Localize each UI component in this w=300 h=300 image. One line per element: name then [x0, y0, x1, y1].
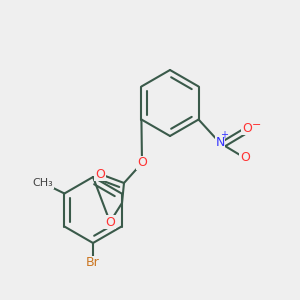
Text: O: O — [240, 152, 250, 164]
Text: O: O — [105, 215, 115, 229]
Text: +: + — [220, 130, 228, 140]
Text: Br: Br — [86, 256, 100, 269]
Text: O: O — [137, 157, 147, 169]
Text: N: N — [215, 136, 225, 149]
Text: O: O — [242, 122, 252, 134]
Text: O: O — [95, 167, 105, 181]
Text: −: − — [252, 120, 262, 130]
Text: CH₃: CH₃ — [33, 178, 53, 188]
